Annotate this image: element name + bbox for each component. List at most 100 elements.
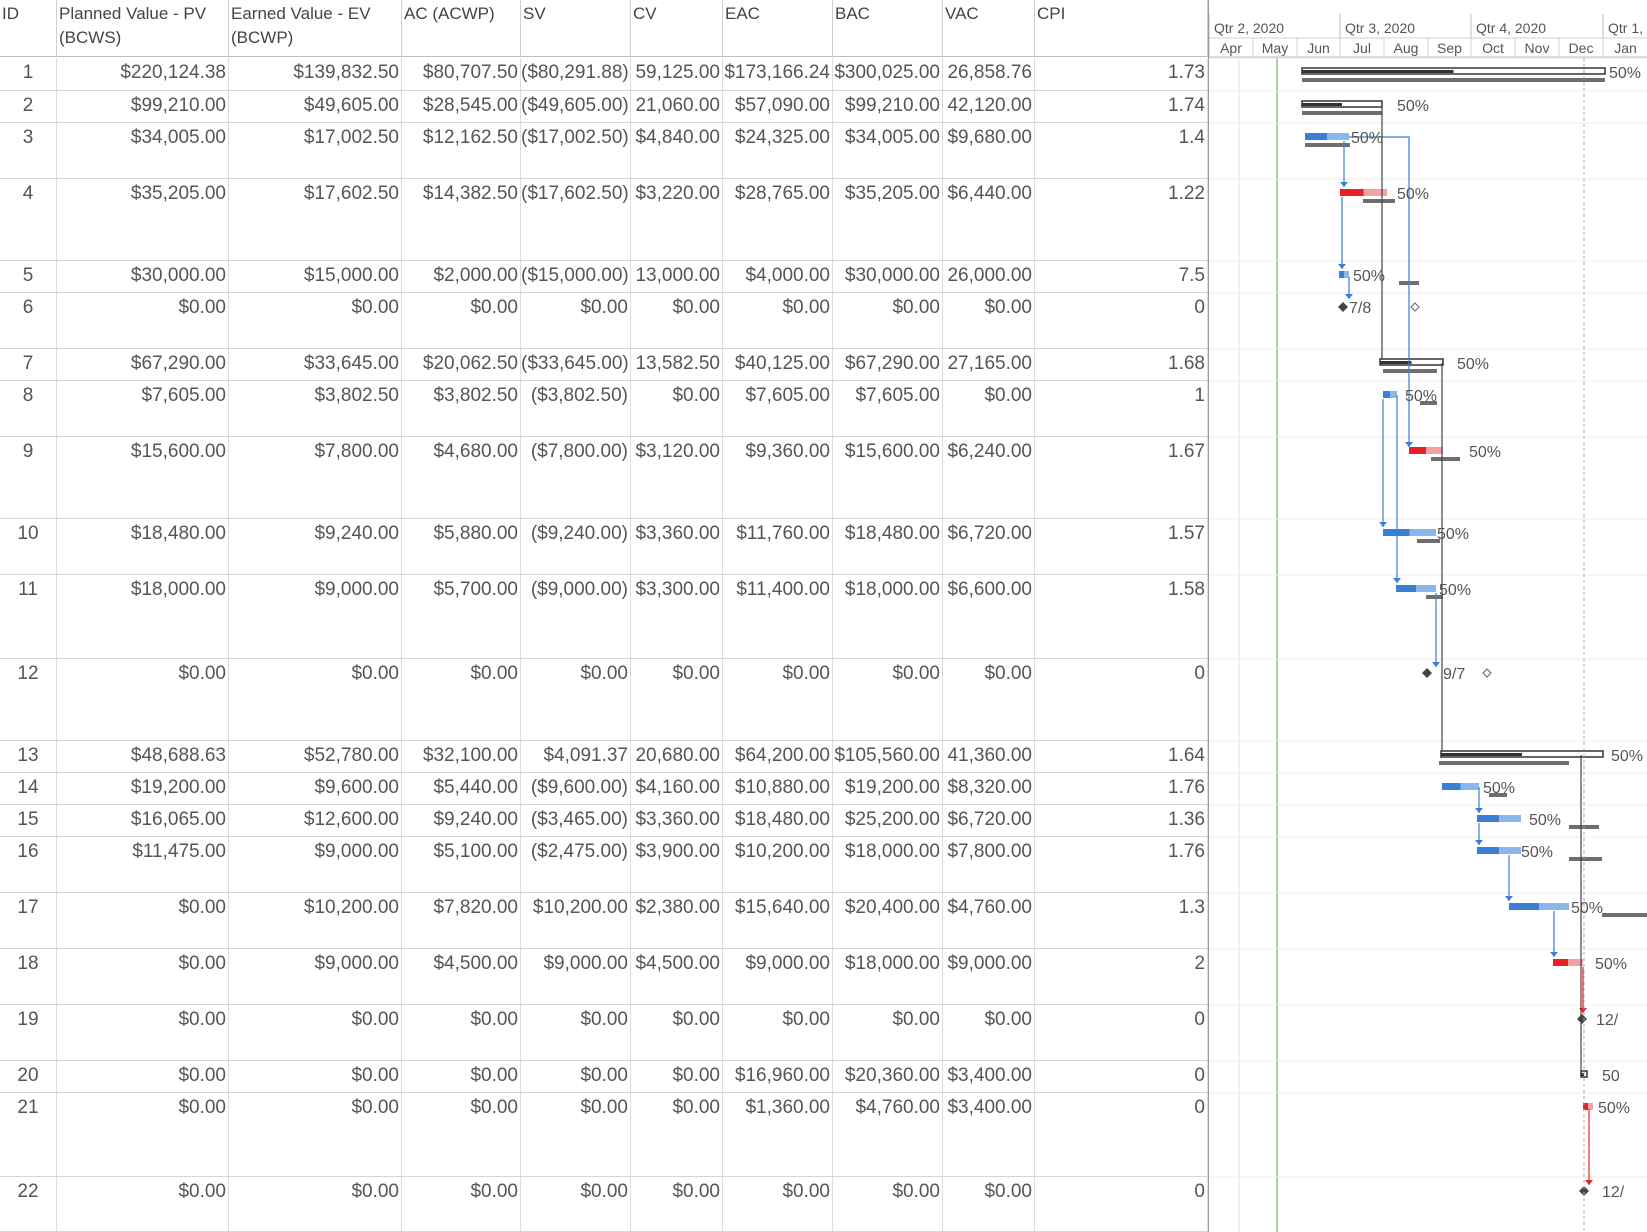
cell-ac[interactable]: $14,382.50 — [402, 179, 521, 260]
cell-id[interactable]: 6 — [0, 293, 57, 348]
cell-eac[interactable]: $173,166.24 — [723, 58, 833, 90]
cell-pv[interactable]: $35,205.00 — [57, 179, 229, 260]
cell-sv[interactable]: ($17,002.50) — [521, 123, 631, 178]
cell-cpi[interactable]: 1.76 — [1035, 773, 1208, 804]
milestone-diamond[interactable] — [1422, 668, 1432, 678]
cell-id[interactable]: 5 — [0, 261, 57, 292]
cell-cpi[interactable]: 1.73 — [1035, 58, 1208, 90]
cell-cpi[interactable]: 1.64 — [1035, 741, 1208, 772]
cell-bac[interactable]: $67,290.00 — [833, 349, 943, 380]
cell-pv[interactable]: $7,605.00 — [57, 381, 229, 436]
cell-vac[interactable]: $0.00 — [943, 659, 1035, 740]
cell-sv[interactable]: $0.00 — [521, 1005, 631, 1060]
cell-eac[interactable]: $9,360.00 — [723, 437, 833, 518]
cell-ev[interactable]: $9,240.00 — [229, 519, 402, 574]
cell-pv[interactable]: $34,005.00 — [57, 123, 229, 178]
cell-id[interactable]: 18 — [0, 949, 57, 1004]
table-row[interactable]: 14 $19,200.00 $9,600.00 $5,440.00 ($9,600.00… — [0, 773, 1208, 805]
cell-eac[interactable]: $0.00 — [723, 1177, 833, 1231]
cell-cv[interactable]: $4,840.00 — [631, 123, 723, 178]
cell-id[interactable]: 2 — [0, 91, 57, 122]
table-row[interactable]: 19 $0.00 $0.00 $0.00 $0.00 $0.00 $0.00 $0.00 $0.… — [0, 1005, 1208, 1061]
cell-eac[interactable]: $4,000.00 — [723, 261, 833, 292]
cell-ac[interactable]: $0.00 — [402, 1093, 521, 1176]
cell-cpi[interactable]: 1.58 — [1035, 575, 1208, 658]
cell-pv[interactable]: $0.00 — [57, 659, 229, 740]
cell-vac[interactable]: $6,720.00 — [943, 805, 1035, 836]
cell-ac[interactable]: $0.00 — [402, 1177, 521, 1231]
table-row[interactable]: 1 $220,124.38 $139,832.50 $80,707.50 ($80,29… — [0, 58, 1208, 91]
cell-cv[interactable]: $3,900.00 — [631, 837, 723, 892]
table-row[interactable]: 22 $0.00 $0.00 $0.00 $0.00 $0.00 $0.00 $0.00 $0.… — [0, 1177, 1208, 1232]
table-row[interactable]: 2 $99,210.00 $49,605.00 $28,545.00 ($49,605.… — [0, 91, 1208, 123]
table-row[interactable]: 5 $30,000.00 $15,000.00 $2,000.00 ($15,000.0… — [0, 261, 1208, 293]
cell-bac[interactable]: $20,360.00 — [833, 1061, 943, 1092]
cell-id[interactable]: 1 — [0, 58, 57, 90]
cell-vac[interactable]: $3,400.00 — [943, 1093, 1035, 1176]
cell-vac[interactable]: $0.00 — [943, 1177, 1035, 1231]
cell-eac[interactable]: $1,360.00 — [723, 1093, 833, 1176]
cell-cv[interactable]: $0.00 — [631, 1093, 723, 1176]
cell-cpi[interactable]: 1.22 — [1035, 179, 1208, 260]
cell-eac[interactable]: $40,125.00 — [723, 349, 833, 380]
cell-ev[interactable]: $9,000.00 — [229, 949, 402, 1004]
cell-sv[interactable]: ($9,240.00) — [521, 519, 631, 574]
cell-ac[interactable]: $4,500.00 — [402, 949, 521, 1004]
cell-id[interactable]: 3 — [0, 123, 57, 178]
cell-sv[interactable]: $0.00 — [521, 293, 631, 348]
table-row[interactable]: 18 $0.00 $9,000.00 $4,500.00 $9,000.00 $4,500… — [0, 949, 1208, 1005]
cell-vac[interactable]: 42,120.00 — [943, 91, 1035, 122]
table-row[interactable]: 6 $0.00 $0.00 $0.00 $0.00 $0.00 $0.00 $0.00 $0.0… — [0, 293, 1208, 349]
cell-ev[interactable]: $17,602.50 — [229, 179, 402, 260]
milestone-diamond[interactable] — [1579, 1186, 1589, 1196]
table-row[interactable]: 9 $15,600.00 $7,800.00 $4,680.00 ($7,800.00)… — [0, 437, 1208, 519]
cell-ac[interactable]: $4,680.00 — [402, 437, 521, 518]
cell-cv[interactable]: $0.00 — [631, 381, 723, 436]
cell-ev[interactable]: $7,800.00 — [229, 437, 402, 518]
cell-sv[interactable]: ($2,475.00) — [521, 837, 631, 892]
cell-vac[interactable]: $7,800.00 — [943, 837, 1035, 892]
cell-ev[interactable]: $10,200.00 — [229, 893, 402, 948]
cell-bac[interactable]: $34,005.00 — [833, 123, 943, 178]
cell-ev[interactable]: $9,600.00 — [229, 773, 402, 804]
cell-vac[interactable]: $6,240.00 — [943, 437, 1035, 518]
cell-id[interactable]: 15 — [0, 805, 57, 836]
cell-sv[interactable]: ($80,291.88) — [521, 58, 631, 90]
cell-sv[interactable]: $9,000.00 — [521, 949, 631, 1004]
cell-cv[interactable]: 21,060.00 — [631, 91, 723, 122]
cell-bac[interactable]: $35,205.00 — [833, 179, 943, 260]
cell-eac[interactable]: $0.00 — [723, 1005, 833, 1060]
cell-eac[interactable]: $11,760.00 — [723, 519, 833, 574]
cell-cv[interactable]: $3,220.00 — [631, 179, 723, 260]
cell-vac[interactable]: 26,858.76 — [943, 58, 1035, 90]
cell-vac[interactable]: $4,760.00 — [943, 893, 1035, 948]
column-header-cpi[interactable]: CPI — [1035, 0, 1208, 57]
cell-vac[interactable]: $6,720.00 — [943, 519, 1035, 574]
cell-sv[interactable]: ($7,800.00) — [521, 437, 631, 518]
column-header-ev[interactable]: Earned Value - EV (BCWP) — [229, 0, 402, 57]
table-row[interactable]: 3 $34,005.00 $17,002.50 $12,162.50 ($17,002.… — [0, 123, 1208, 179]
cell-cpi[interactable]: 1.68 — [1035, 349, 1208, 380]
cell-bac[interactable]: $99,210.00 — [833, 91, 943, 122]
cell-cv[interactable]: $0.00 — [631, 1177, 723, 1231]
cell-ev[interactable]: $0.00 — [229, 1177, 402, 1231]
cell-sv[interactable]: ($3,802.50) — [521, 381, 631, 436]
cell-eac[interactable]: $7,605.00 — [723, 381, 833, 436]
cell-id[interactable]: 21 — [0, 1093, 57, 1176]
table-row[interactable]: 11 $18,000.00 $9,000.00 $5,700.00 ($9,000.00… — [0, 575, 1208, 659]
cell-vac[interactable]: $0.00 — [943, 1005, 1035, 1060]
cell-cv[interactable]: 13,582.50 — [631, 349, 723, 380]
cell-id[interactable]: 22 — [0, 1177, 57, 1231]
cell-cpi[interactable]: 1.3 — [1035, 893, 1208, 948]
cell-vac[interactable]: $8,320.00 — [943, 773, 1035, 804]
table-row[interactable]: 7 $67,290.00 $33,645.00 $20,062.50 ($33,645.… — [0, 349, 1208, 381]
table-row[interactable]: 15 $16,065.00 $12,600.00 $9,240.00 ($3,465.0… — [0, 805, 1208, 837]
cell-bac[interactable]: $4,760.00 — [833, 1093, 943, 1176]
cell-pv[interactable]: $0.00 — [57, 1061, 229, 1092]
cell-sv[interactable]: $0.00 — [521, 1061, 631, 1092]
cell-pv[interactable]: $19,200.00 — [57, 773, 229, 804]
column-header-id[interactable]: ID — [0, 0, 57, 57]
cell-bac[interactable]: $0.00 — [833, 1177, 943, 1231]
cell-id[interactable]: 8 — [0, 381, 57, 436]
cell-pv[interactable]: $67,290.00 — [57, 349, 229, 380]
